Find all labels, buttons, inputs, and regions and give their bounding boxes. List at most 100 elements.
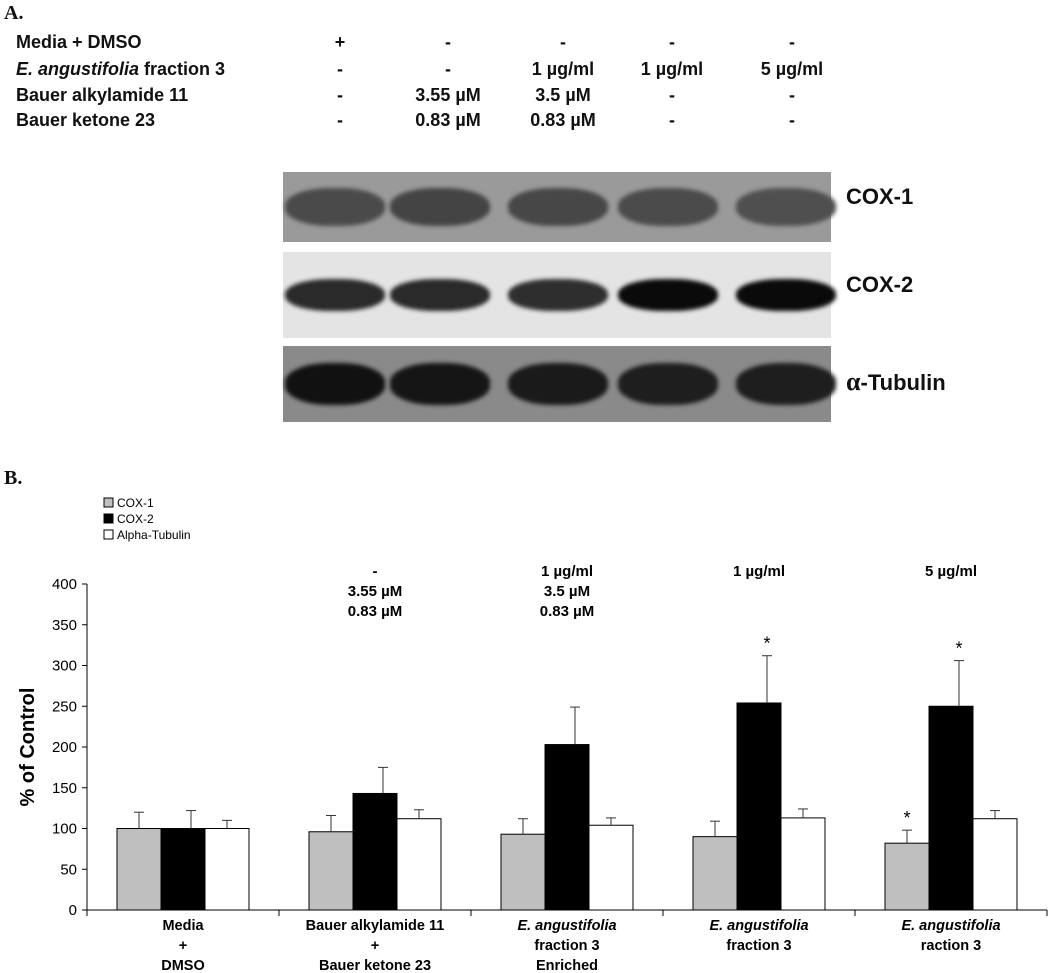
bar <box>352 792 398 911</box>
legend-swatch <box>103 529 114 540</box>
blot-label: α-Tubulin <box>846 367 946 397</box>
blot-label-greek: α <box>846 367 861 396</box>
y-tick-label: 50 <box>60 861 77 878</box>
x-category-label: Enriched <box>536 958 598 973</box>
category-annotation: 3.55 µM <box>348 583 403 600</box>
condition-value: 0.83 µM <box>530 110 596 130</box>
bar <box>780 817 826 911</box>
bar <box>396 818 442 911</box>
condition-value: - <box>789 32 795 52</box>
blot-band <box>618 187 718 227</box>
blot-strip <box>283 252 836 338</box>
category-annotation: 5 µg/ml <box>925 563 977 580</box>
blot-band <box>285 187 385 227</box>
blot-band <box>618 363 718 405</box>
blot-strip <box>283 346 836 422</box>
y-tick-label: 350 <box>52 617 77 634</box>
y-tick-label: 0 <box>69 902 77 919</box>
condition-value: - <box>337 59 343 79</box>
bar <box>116 828 162 911</box>
y-tick-label: 400 <box>52 576 77 593</box>
category-annotation: 0.83 µM <box>540 603 595 620</box>
condition-value: 3.55 µM <box>415 85 481 105</box>
bar <box>308 831 354 911</box>
blot-band <box>508 278 608 312</box>
legend-label: COX-2 <box>117 512 154 526</box>
condition-name: Bauer alkylamide 11 <box>16 85 189 105</box>
condition-value: 1 µg/ml <box>531 59 595 79</box>
y-tick-label: 150 <box>52 780 77 797</box>
category-annotation: 3.5 µM <box>544 583 590 600</box>
blot-band <box>736 278 836 312</box>
x-category-label: Bauer ketone 23 <box>319 958 431 973</box>
condition-value: - <box>789 85 795 105</box>
condition-value: - <box>337 85 343 105</box>
condition-value: 3.5 µM <box>535 85 591 105</box>
significance-marker: * <box>903 808 910 828</box>
legend-swatch <box>103 497 114 508</box>
condition-name: Media + DMSO <box>16 32 142 52</box>
condition-value: - <box>789 110 795 130</box>
condition-name: E. angustifolia fraction 3 <box>16 59 225 80</box>
bar <box>972 818 1018 911</box>
x-category-label: raction 3 <box>921 938 981 954</box>
condition-value: 5 µg/ml <box>760 59 824 79</box>
blot-band <box>508 363 608 405</box>
x-category-label: + <box>371 938 379 954</box>
condition-value: - <box>337 110 343 130</box>
blot-band <box>390 363 490 405</box>
x-category-label: E. angustifolia <box>709 918 808 934</box>
significance-marker: * <box>763 634 770 654</box>
condition-name: Bauer ketone 23 <box>16 110 156 130</box>
condition-value: - <box>669 32 675 52</box>
blot-band <box>285 278 385 312</box>
x-category-label: fraction 3 <box>534 938 599 954</box>
significance-marker: * <box>955 639 962 659</box>
bar <box>204 828 250 911</box>
bar-chart: 0 50 100 150 200 250 300 350 400 % of Control Medi… <box>17 496 1048 973</box>
bar <box>692 836 738 911</box>
y-tick-label: 300 <box>52 658 77 675</box>
blot-band <box>390 187 490 227</box>
panel-a-label: A. <box>4 2 24 24</box>
y-tick-label: 100 <box>52 821 77 838</box>
bar <box>500 833 546 911</box>
condition-name-italic: E. angustifolia <box>16 59 140 79</box>
bar <box>588 824 634 911</box>
blot-band <box>285 363 385 405</box>
blot-label: COX-1 <box>846 184 914 209</box>
condition-value: - <box>669 110 675 130</box>
blot-band <box>508 187 608 227</box>
legend-label: Alpha-Tubulin <box>117 528 191 542</box>
x-category-label: DMSO <box>161 958 205 973</box>
condition-name-rest: fraction 3 <box>139 59 226 79</box>
condition-value: - <box>445 32 451 52</box>
x-category-label: E. angustifolia <box>901 918 1000 934</box>
condition-value: - <box>669 85 675 105</box>
condition-value: 1 µg/ml <box>640 59 704 79</box>
y-tick-label: 250 <box>52 698 77 715</box>
blot-band <box>618 278 718 312</box>
bar <box>884 842 930 911</box>
condition-value: + <box>334 32 346 52</box>
condition-value: - <box>445 59 451 79</box>
blot-band <box>736 187 836 227</box>
x-category-label: Bauer alkylamide 11 <box>306 918 445 934</box>
x-category-label: E. angustifolia <box>517 918 616 934</box>
legend-swatch <box>103 513 114 524</box>
bar <box>736 702 782 911</box>
x-category-label: Media <box>162 918 204 934</box>
bar <box>544 744 590 911</box>
legend-label: COX-1 <box>117 496 154 510</box>
condition-value: - <box>560 32 566 52</box>
x-category-label: + <box>179 938 187 954</box>
blot-strip <box>283 172 836 242</box>
blot-label-rest: -Tubulin <box>860 370 946 395</box>
category-annotation: 1 µg/ml <box>733 563 785 580</box>
x-category-label: fraction 3 <box>726 938 791 954</box>
condition-value: 0.83 µM <box>415 110 481 130</box>
blot-band <box>390 278 490 312</box>
y-tick-label: 200 <box>52 739 77 756</box>
category-annotation: - <box>373 563 378 580</box>
y-axis-label: % of Control <box>17 688 39 807</box>
